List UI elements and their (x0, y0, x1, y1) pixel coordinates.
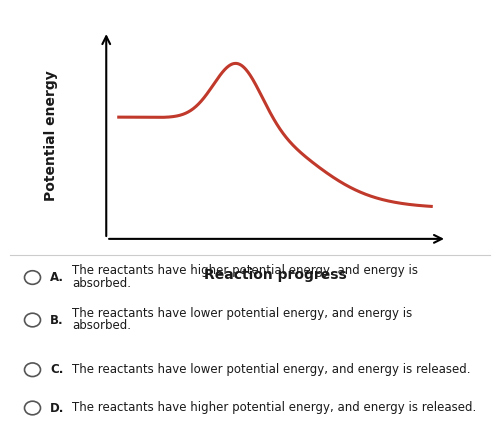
Text: Potential energy: Potential energy (44, 71, 58, 201)
Text: The reactants have lower potential energy, and energy is: The reactants have lower potential energ… (72, 307, 413, 320)
Text: absorbed.: absorbed. (72, 277, 132, 290)
Text: A.: A. (50, 271, 64, 284)
Text: B.: B. (50, 314, 64, 326)
Text: The reactants have higher potential energy, and energy is released.: The reactants have higher potential ener… (72, 402, 477, 414)
Text: The reactants have lower potential energy, and energy is released.: The reactants have lower potential energ… (72, 363, 471, 376)
Text: Reaction progress: Reaction progress (204, 268, 346, 282)
Text: absorbed.: absorbed. (72, 320, 132, 332)
Text: The reactants have higher potential energy, and energy is: The reactants have higher potential ener… (72, 264, 418, 277)
Text: C.: C. (50, 363, 64, 376)
Text: D.: D. (50, 402, 64, 414)
